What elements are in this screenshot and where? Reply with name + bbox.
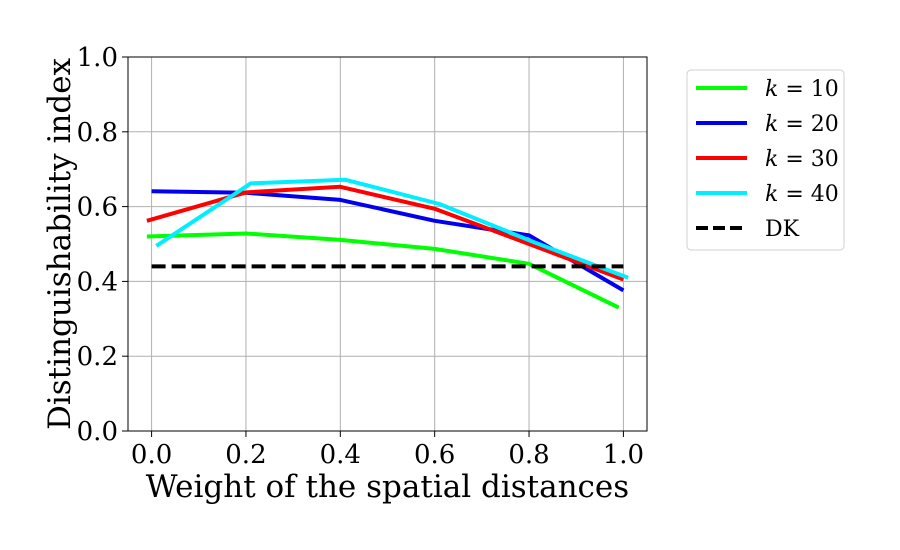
x-tick-label: 0.8 xyxy=(508,440,549,470)
x-tick-label: 0.4 xyxy=(320,440,361,470)
legend: k = 10 k = 20 k = 30 k = 40 DK xyxy=(686,69,845,251)
y-tick-label: 1.0 xyxy=(77,43,118,73)
x-tick-label: 0.0 xyxy=(131,440,172,470)
plot-frame xyxy=(127,56,648,432)
y-tick-label: 0.0 xyxy=(77,417,118,447)
series-line xyxy=(155,177,629,280)
x-tick-label: 0.2 xyxy=(225,440,266,470)
x-axis-title: Weight of the spatial distances xyxy=(146,469,629,505)
y-tick-label: 0.6 xyxy=(77,193,118,223)
series-line xyxy=(146,231,620,310)
y-tick-label: 0.2 xyxy=(77,342,118,372)
y-tick-label: 0.8 xyxy=(77,118,118,148)
series-layer xyxy=(146,177,629,310)
legend-box xyxy=(686,69,845,251)
legend-label: k = 40 xyxy=(765,182,839,207)
x-tick-label: 0.6 xyxy=(414,440,455,470)
y-tick-label: 0.4 xyxy=(77,267,118,297)
ticks: 0.0 0.2 0.4 0.6 0.8 1.0 0.0 0.2 0.4 0.6 0.8 1.0 xyxy=(77,43,644,470)
legend-label: DK xyxy=(765,217,800,242)
legend-label: k = 20 xyxy=(765,112,839,137)
x-tick-label: 1.0 xyxy=(603,440,644,470)
legend-label: k = 10 xyxy=(765,77,839,102)
legend-label: k = 30 xyxy=(765,147,839,172)
y-axis-title: Distinguishability index xyxy=(42,57,78,430)
